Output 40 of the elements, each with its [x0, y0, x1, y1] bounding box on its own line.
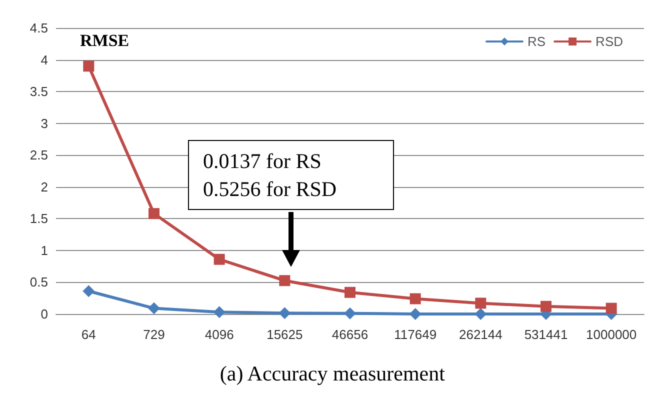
x-tick-label: 64: [81, 327, 96, 342]
point: [148, 208, 160, 220]
point: [606, 302, 617, 314]
point: [540, 300, 552, 312]
point: [279, 275, 290, 286]
x-tick-label: 531441: [524, 327, 568, 342]
point: [278, 307, 291, 320]
y-tick-label: 1.5: [30, 211, 48, 226]
point: [474, 308, 487, 320]
y-axis-title: RMSE: [80, 31, 130, 50]
y-tick-label: 4.5: [30, 20, 48, 36]
point: [213, 306, 226, 318]
y-tick-label: 2.5: [30, 148, 48, 163]
point: [344, 307, 356, 320]
legend-label: RSD: [596, 34, 624, 49]
point: [344, 286, 356, 298]
text: (a) Accuracy measurement: [220, 362, 446, 386]
y-tick-label: 0.5: [30, 274, 48, 290]
x-tick-label: 4096: [204, 327, 234, 342]
point: [148, 302, 160, 314]
y-tick-label: 0: [40, 306, 48, 322]
y-tick-label: 3.5: [30, 84, 48, 100]
point: [83, 60, 94, 72]
legend-label: RS: [527, 34, 546, 49]
x-tick-label: 262144: [458, 327, 502, 342]
point: [214, 254, 225, 265]
x-tick-label: 729: [143, 327, 165, 342]
x-tick-label: 1000000: [586, 327, 637, 342]
text-box: 0.0137 for RS 0.5256 for RSD: [188, 140, 394, 210]
x-tick-label: 117649: [394, 327, 437, 342]
point: [410, 293, 421, 304]
point: [409, 308, 422, 320]
y-tick-label: 3: [40, 116, 48, 131]
x-tick-label: 46656: [332, 327, 368, 342]
point: [475, 298, 486, 309]
y-tick-label: 4: [40, 52, 48, 68]
point: [82, 285, 95, 298]
y-tick-label: 1: [40, 242, 48, 258]
y-tick-label: 2: [40, 179, 48, 194]
x-tick-label: 15625: [266, 327, 303, 342]
